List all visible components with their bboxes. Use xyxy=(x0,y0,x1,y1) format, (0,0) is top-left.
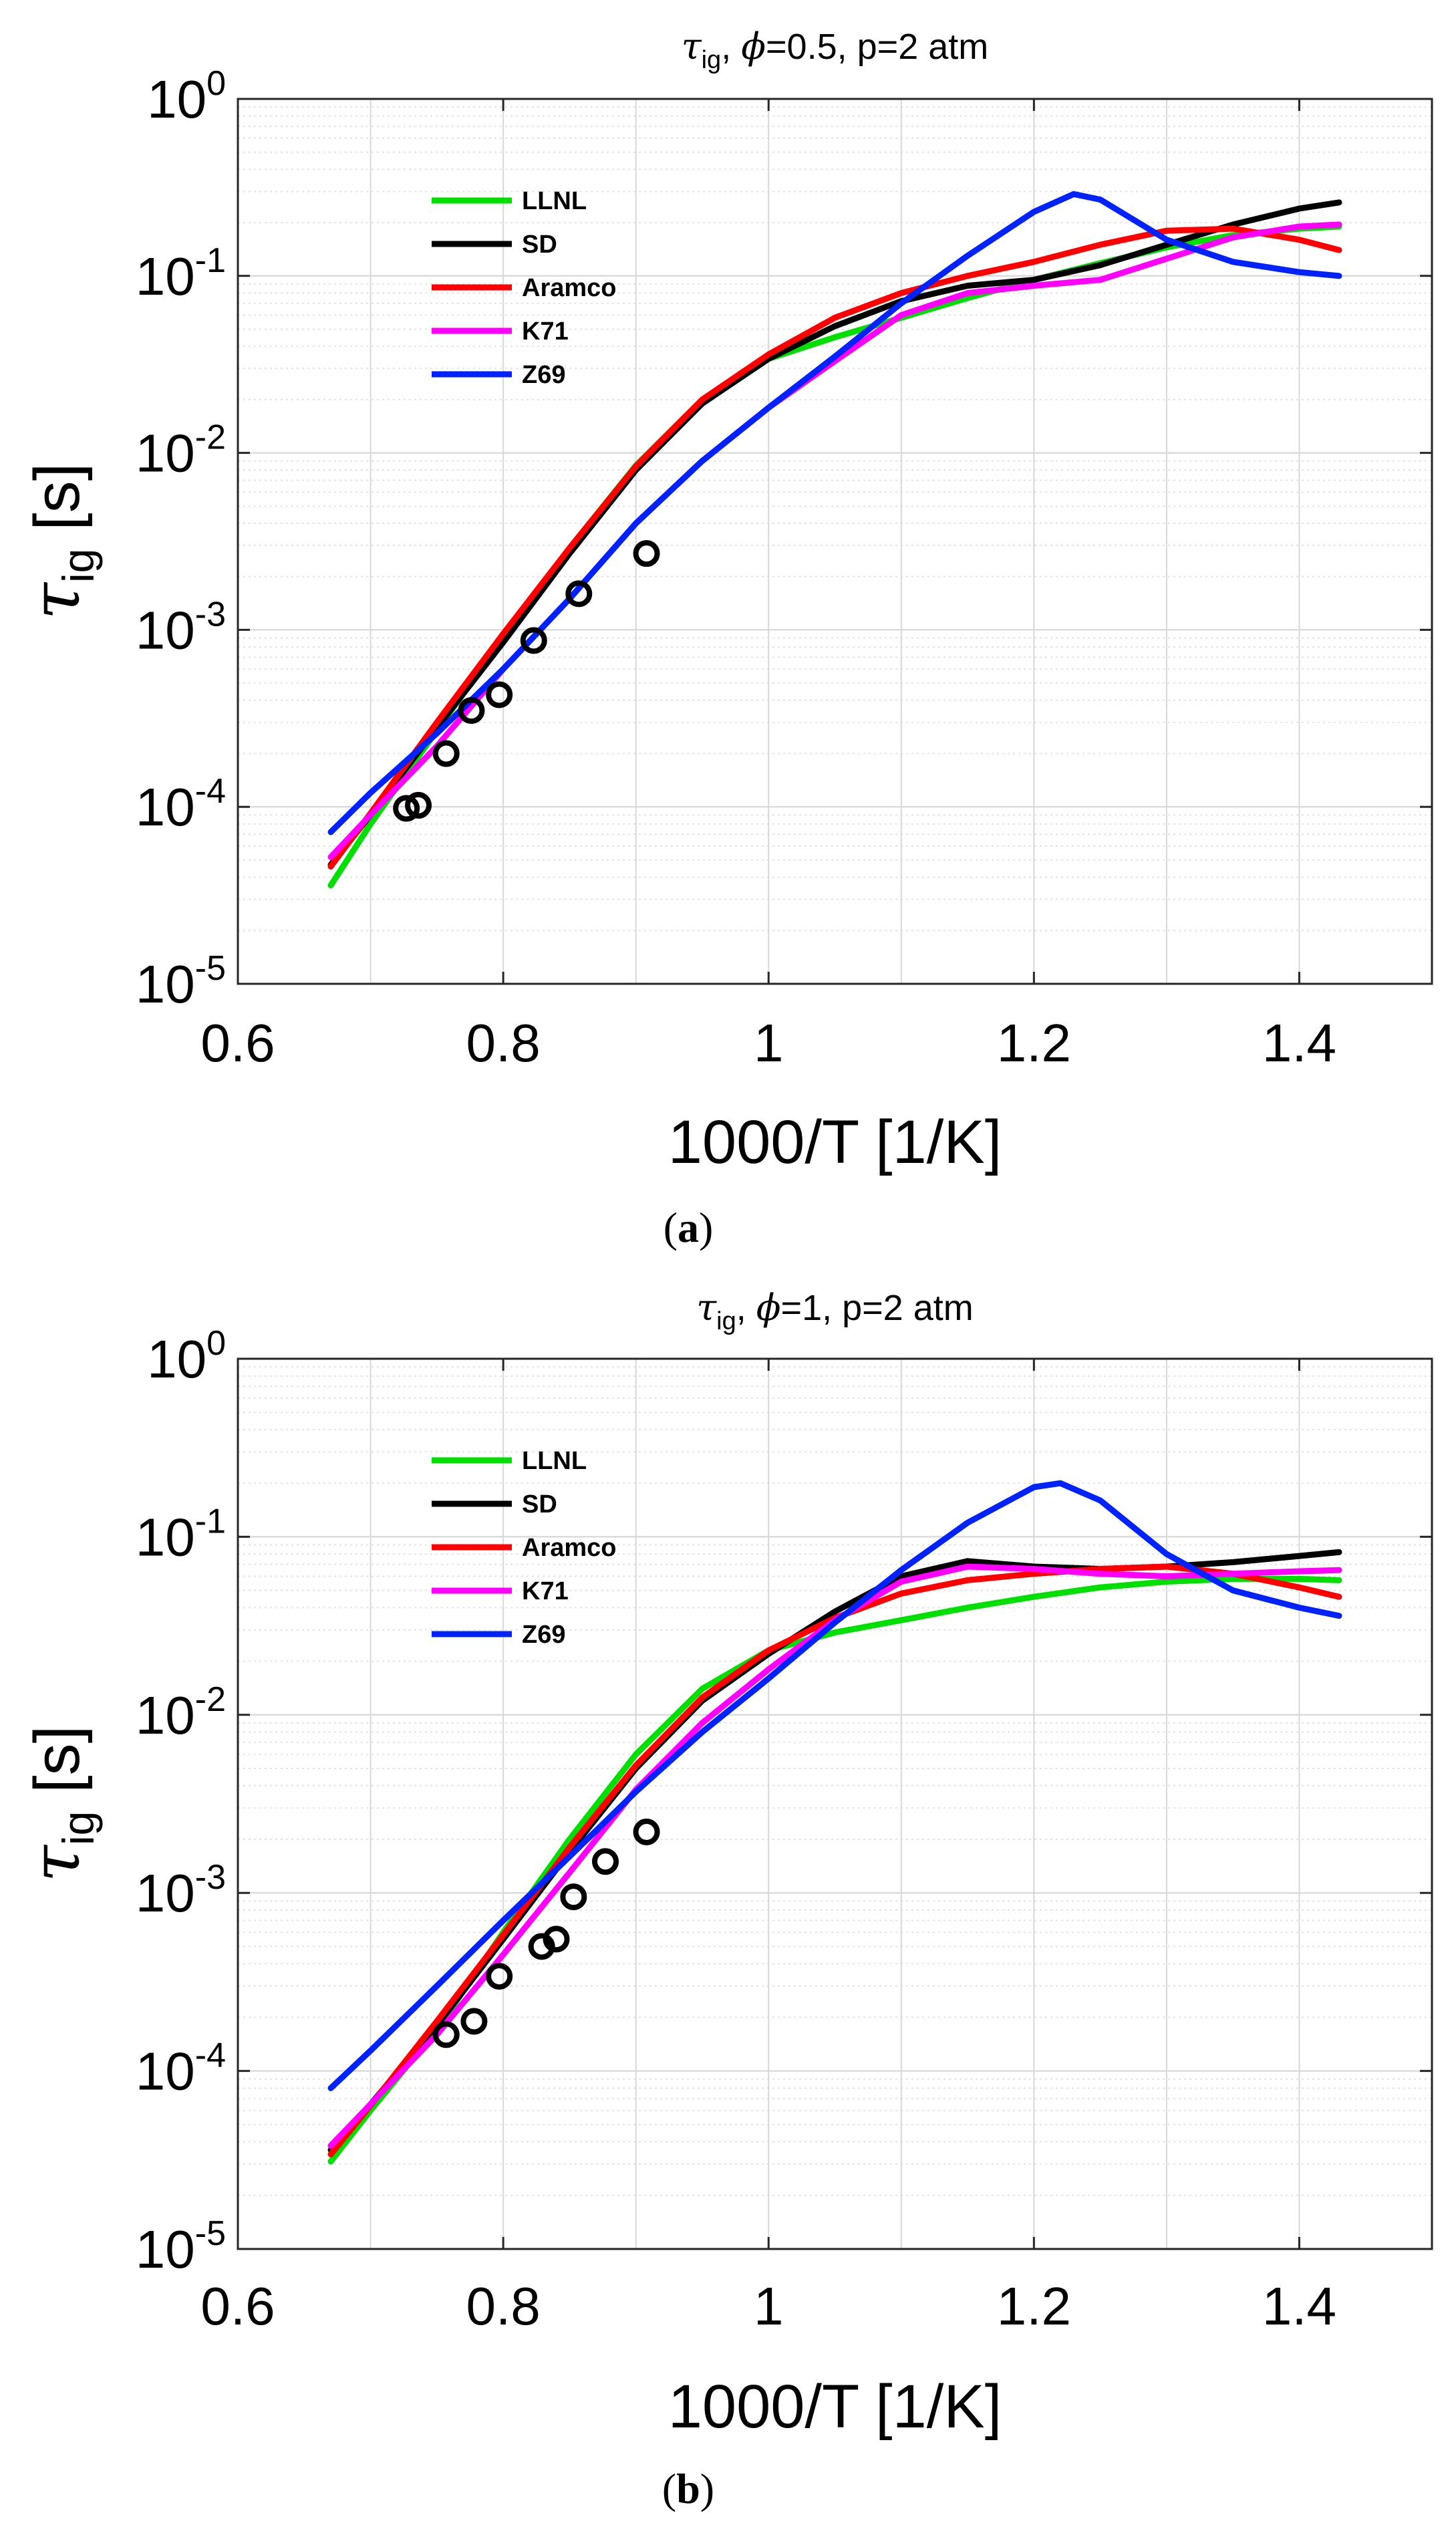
experiment-point xyxy=(543,1926,570,1953)
y-tick-label: 10-1 xyxy=(136,241,226,306)
series-line-k71 xyxy=(327,221,1342,860)
y-tick-label: 10-3 xyxy=(136,1858,226,1923)
legend-label-aramco: Aramco xyxy=(522,1534,617,1562)
chart-a: 0.6 0.8 1 1.2 1.4 10-5 10-4 10-3 10-2 10-1 100 τig,… xyxy=(17,25,1433,1251)
plot-area xyxy=(238,1359,1432,2249)
legend: LLNL SD Aramco K71 Z69 xyxy=(432,187,617,389)
x-tick-label: 1.2 xyxy=(997,1013,1071,1073)
legend-label-llnl: LLNL xyxy=(522,187,587,215)
legend-label-z69: Z69 xyxy=(522,1621,565,1649)
experiment-point xyxy=(486,1963,513,1990)
experiment-point xyxy=(460,2008,488,2035)
experiment-point xyxy=(520,627,547,654)
chart-title: τig, ϕ=1, p=2 atm xyxy=(696,1287,973,1335)
y-tick-label: 10-2 xyxy=(136,418,226,483)
figure-caption: (b) xyxy=(662,2465,714,2512)
legend-label-k71: K71 xyxy=(522,1577,569,1605)
experiment-point xyxy=(565,580,593,608)
series-line-z69 xyxy=(327,1480,1342,2091)
legend-label-sd: SD xyxy=(522,231,557,259)
series-lines xyxy=(327,1480,1342,2165)
axes-box xyxy=(237,1357,1433,2250)
legend-label-aramco: Aramco xyxy=(522,274,617,302)
experiment-markers xyxy=(432,1818,660,2048)
series-lines xyxy=(327,190,1342,889)
y-tick-label: 10-3 xyxy=(136,595,226,660)
x-tick-label: 0.8 xyxy=(466,1013,541,1073)
legend-label-llnl: LLNL xyxy=(522,1447,587,1475)
experiment-point xyxy=(560,1883,587,1911)
chart-title: τig, ϕ=0.5, p=2 atm xyxy=(682,25,989,74)
x-axis-label: 1000/T [1/K] xyxy=(668,1108,1002,1176)
experiment-point xyxy=(393,795,420,822)
experiment-point xyxy=(405,791,432,819)
y-tick-label: 10-4 xyxy=(136,772,226,837)
figure-caption: (a) xyxy=(664,1204,714,1251)
experiment-point xyxy=(591,1848,619,1875)
y-axis-label: τig [s] xyxy=(17,463,103,620)
y-axis-label: τig [s] xyxy=(17,1726,103,1883)
x-tick-label: 1.4 xyxy=(1262,2276,1336,2336)
legend-label-z69: Z69 xyxy=(522,361,565,389)
legend: LLNL SD Aramco K71 Z69 xyxy=(432,1447,617,1649)
series-line-sd xyxy=(327,199,1342,868)
tick-marks xyxy=(237,1357,1432,2250)
y-tick-label: 10-5 xyxy=(136,949,226,1014)
x-tick-label: 1 xyxy=(754,1013,784,1073)
y-tick-label: 10-2 xyxy=(136,1680,226,1745)
y-tick-label: 100 xyxy=(147,64,226,129)
experiment-point xyxy=(458,697,485,724)
series-line-z69 xyxy=(327,190,1342,835)
x-tick-label: 1 xyxy=(754,2276,784,2336)
x-tick-label: 0.6 xyxy=(200,1013,275,1073)
experiment-point xyxy=(486,681,513,708)
experiment-point xyxy=(432,740,460,767)
experiment-point xyxy=(633,540,660,567)
y-tick-label: 100 xyxy=(147,1324,226,1389)
x-tick-label: 0.6 xyxy=(200,2276,275,2336)
tick-marks xyxy=(237,98,1432,985)
experiment-markers xyxy=(393,540,660,822)
chart-b: 0.6 0.8 1 1.2 1.4 10-5 10-4 10-3 10-2 10-1 100 τig,… xyxy=(17,1287,1433,2512)
y-tick-label: 10-5 xyxy=(136,2214,226,2279)
x-axis-label: 1000/T [1/K] xyxy=(668,2373,1002,2441)
series-line-aramco xyxy=(327,225,1342,870)
experiment-point xyxy=(633,1818,660,1845)
y-tick-label: 10-4 xyxy=(136,2036,226,2101)
experiment-point xyxy=(432,2021,460,2048)
axes-box xyxy=(237,98,1433,985)
x-tick-label: 0.8 xyxy=(466,2276,541,2336)
legend-label-sd: SD xyxy=(522,1490,557,1518)
x-tick-label: 1.4 xyxy=(1262,1013,1336,1073)
legend-label-k71: K71 xyxy=(522,317,569,346)
x-tick-label: 1.2 xyxy=(997,2276,1071,2336)
y-tick-label: 10-1 xyxy=(136,1502,226,1567)
